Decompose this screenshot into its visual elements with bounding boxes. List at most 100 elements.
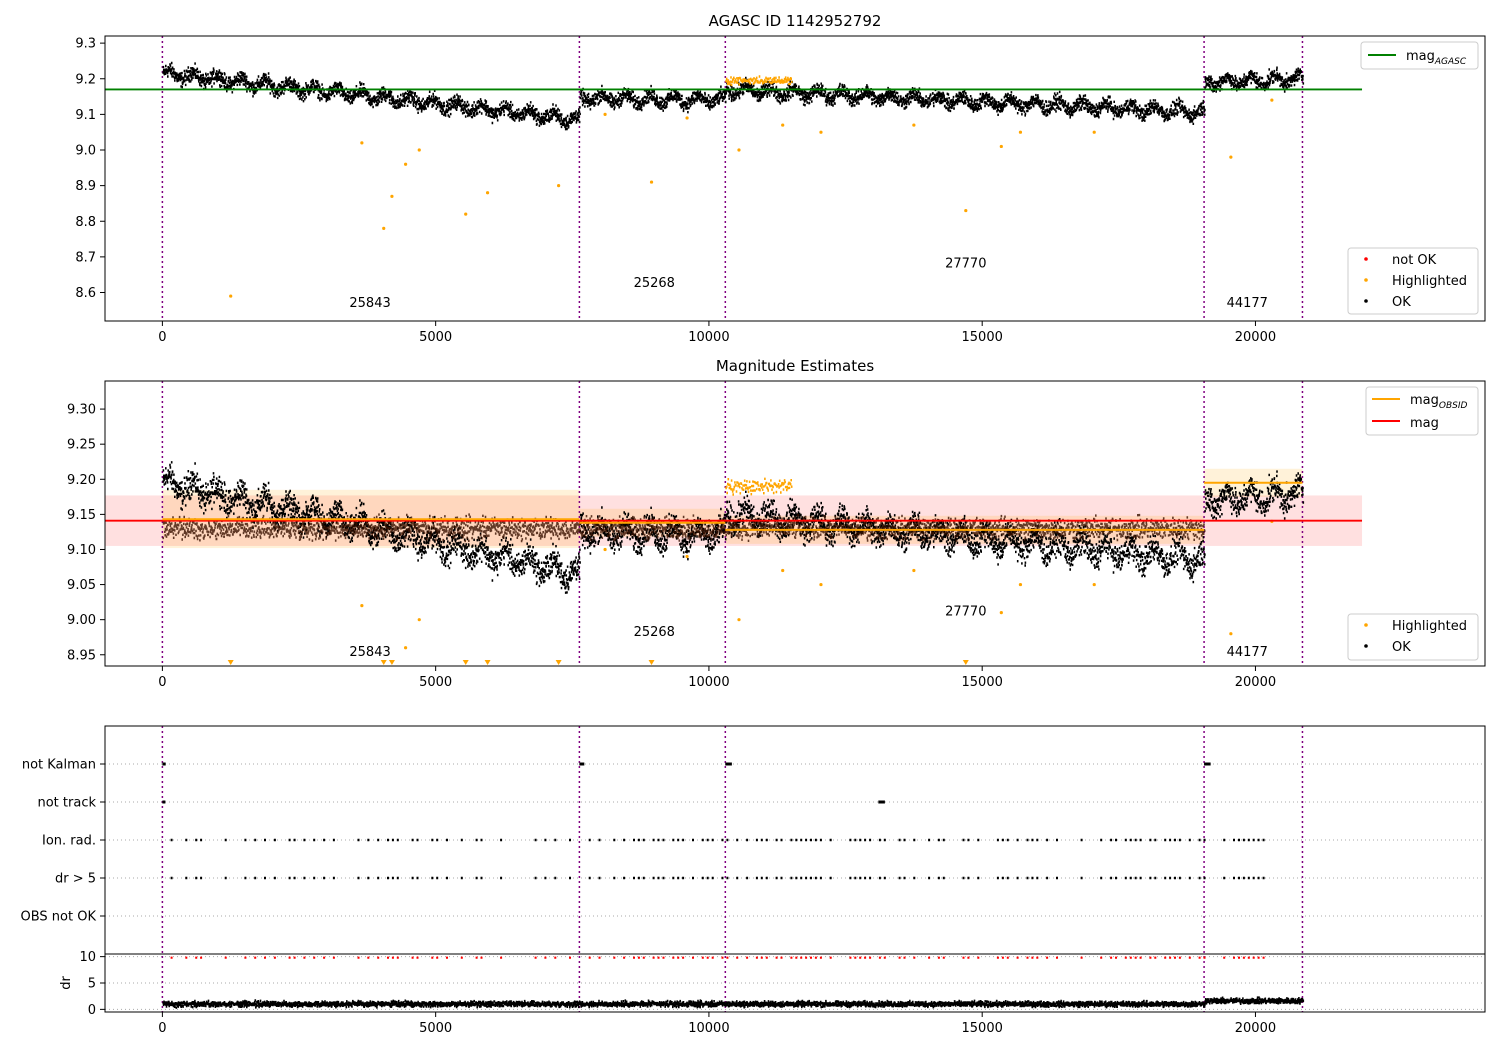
obsid-label: 25268 — [634, 625, 675, 640]
highlighted-outlier — [382, 226, 386, 230]
legend-mag-obsid-label: magOBSID — [1410, 393, 1468, 411]
legend-ok-marker — [1364, 299, 1368, 303]
flag-markers — [162, 762, 1211, 804]
highlighted-outlier — [737, 148, 741, 152]
mag-estimates-axes-frame — [104, 380, 1486, 667]
highlighted-outlier — [912, 568, 916, 573]
x-tick-label: 20000 — [1235, 330, 1276, 345]
x-tick-label: 5000 — [419, 675, 452, 690]
legend-mag-agasc-label: magAGASC — [1406, 49, 1467, 67]
obsid-label: 27770 — [945, 604, 986, 619]
highlighted-outlier — [964, 208, 968, 213]
highlighted-outlier — [737, 618, 741, 622]
highlighted-outlier — [1229, 155, 1233, 159]
flags-panel: not Kalman not track Ion. rad. dr > 5 OBS no… — [21, 725, 1486, 1036]
x-tick-label: 15000 — [962, 1021, 1003, 1036]
mag-estimates-panel: Magnitude Estimates 0 5000 10000 15000 20000… — [67, 357, 1486, 690]
highlighted-outlier — [557, 184, 561, 188]
obsid-label: 25268 — [634, 276, 675, 291]
highlighted-outlier — [999, 611, 1003, 615]
legend-not-ok-label: not OK — [1392, 253, 1437, 268]
mag-estimates-obsid-labels: 25843 25268 27770 44177 — [349, 604, 1268, 660]
y-tick-label: 8.95 — [67, 648, 96, 663]
x-tick-label: 15000 — [962, 330, 1003, 345]
highlighted-outlier — [781, 123, 785, 127]
agasc-panel-title: AGASC ID 1142952792 — [709, 12, 882, 30]
x-tick-label: 15000 — [962, 675, 1003, 690]
highlighted-outlier — [229, 294, 233, 298]
x-tick-label: 10000 — [688, 330, 729, 345]
legend-mag-label: mag — [1410, 416, 1439, 431]
flag-markers — [170, 838, 1265, 880]
x-tick-label: 0 — [158, 1021, 166, 1036]
y-tick-label: 9.00 — [67, 613, 96, 628]
x-tick-label: 10000 — [688, 675, 729, 690]
flag-row-label: not Kalman — [22, 758, 96, 773]
offscale-marker — [380, 660, 387, 665]
agasc-axes-frame — [104, 35, 1486, 322]
y-tick-label: 9.3 — [75, 37, 96, 52]
legend-highlighted-marker — [1364, 278, 1368, 282]
y-tick-label: 9.15 — [67, 508, 96, 523]
obsid-label: 27770 — [945, 257, 986, 272]
legend-highlighted-label-2: Highlighted — [1392, 619, 1467, 634]
y-tick-label: 9.30 — [67, 403, 96, 418]
highlighted-outlier — [603, 112, 607, 116]
legend-highlighted-label: Highlighted — [1392, 274, 1467, 289]
x-tick-label: 5000 — [419, 1021, 452, 1036]
highlighted-outlier — [781, 568, 785, 573]
legend-ok-label-2: OK — [1392, 640, 1411, 655]
highlighted-outlier — [912, 123, 916, 127]
y-tick-label: 9.0 — [75, 144, 96, 159]
legend-ok-marker-2 — [1364, 644, 1368, 648]
y-tick-label: 8.8 — [75, 215, 96, 230]
obsid-label: 44177 — [1227, 645, 1268, 660]
x-tick-label: 10000 — [688, 1021, 729, 1036]
offscale-marker — [484, 660, 491, 665]
dr-ok-points — [162, 996, 1305, 1009]
highlighted-outlier — [360, 604, 364, 608]
x-tick-label: 0 — [158, 330, 166, 345]
y-tick-label: 9.25 — [67, 438, 96, 453]
highlighted-outlier — [360, 141, 364, 145]
y-tick-label: 8.7 — [75, 250, 96, 265]
y-tick-label: 9.20 — [67, 473, 96, 488]
x-tick-label: 0 — [158, 675, 166, 690]
highlighted-outlier — [999, 144, 1003, 149]
mag-estimates-axes: 0 5000 10000 15000 20000 8.95 9.00 9.05 9.10 9.15… — [67, 403, 1276, 690]
y-tick-label: 9.10 — [67, 543, 96, 558]
highlighted-outlier — [819, 130, 823, 134]
highlighted-outlier — [417, 618, 421, 622]
highlighted-outlier — [1270, 98, 1274, 102]
y-tick-label: 9.1 — [75, 108, 96, 123]
obsid-label: 25843 — [349, 645, 390, 660]
mag-estimates-line-legend: magOBSID mag — [1365, 386, 1479, 436]
highlighted-outlier — [485, 191, 490, 195]
dr-tick-label: 0 — [88, 1003, 96, 1018]
highlighted-outlier — [1092, 582, 1096, 587]
y-tick-label: 8.6 — [75, 286, 96, 301]
agasc-panel: AGASC ID 1142952792 0 5000 10000 15000 20000… — [75, 12, 1486, 345]
dr-tick-label: 10 — [79, 950, 96, 965]
highlighted-outlier — [390, 194, 394, 198]
x-tick-label: 5000 — [419, 330, 452, 345]
highlighted-outlier — [403, 646, 408, 650]
offscale-marker — [227, 660, 234, 665]
agasc-axes: 0 5000 10000 15000 20000 8.6 8.7 8.8 8.9 9.0 9.1 9.… — [75, 37, 1276, 345]
obsid-label: 25843 — [349, 296, 390, 311]
highlighted-outlier — [403, 162, 408, 166]
dr-axis-label: dr — [59, 976, 74, 990]
offscale-marker — [388, 660, 395, 665]
highlighted-points — [725, 75, 793, 87]
highlighted-outlier — [1229, 632, 1233, 636]
highlighted-outlier — [685, 116, 689, 120]
agasc-line-legend: magAGASC — [1360, 41, 1479, 70]
offscale-marker — [462, 660, 469, 665]
legend-ok-label: OK — [1392, 295, 1411, 310]
highlighted-outlier — [685, 554, 689, 559]
offscale-marker — [962, 660, 969, 665]
ok-points-dense — [162, 513, 1206, 543]
ok-points — [162, 61, 1305, 131]
highlighted-outlier — [417, 148, 421, 152]
x-tick-label: 20000 — [1235, 1021, 1276, 1036]
